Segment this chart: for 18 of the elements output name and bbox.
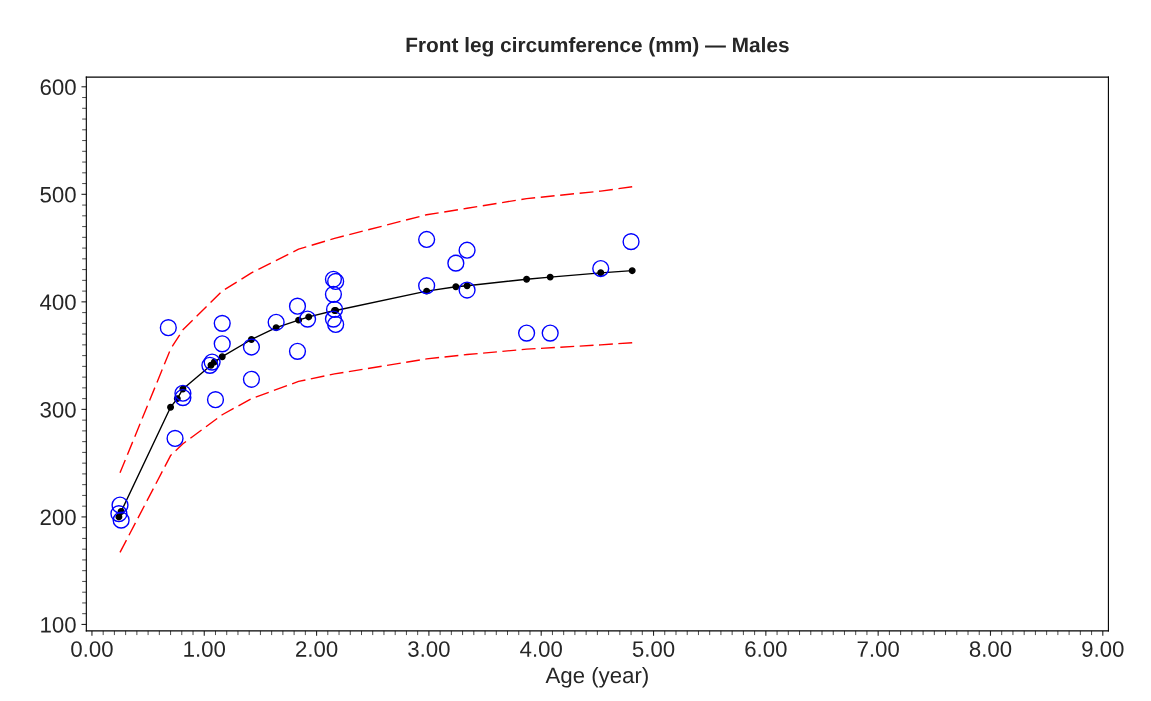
y-tick-label: 300 xyxy=(40,401,76,418)
y-tick-label: 600 xyxy=(40,79,76,96)
x-tick-label: 7.00 xyxy=(857,641,899,657)
x-tick-label: 8.00 xyxy=(969,641,1012,657)
x-tick-label: 1.00 xyxy=(184,641,226,657)
y-tick-label: 200 xyxy=(40,509,76,526)
x-tick-label: 9.00 xyxy=(1082,641,1124,657)
x-tick-label: 4.00 xyxy=(520,641,562,657)
x-tick-label: 6.00 xyxy=(745,641,787,657)
x-tick-label: 5.00 xyxy=(632,641,675,657)
x-tick-label: 0.00 xyxy=(71,641,113,657)
y-tick-label: 400 xyxy=(40,294,76,311)
x-tick-label: 2.00 xyxy=(296,641,338,657)
y-tick-label: 500 xyxy=(40,186,76,203)
y-tick-label: 100 xyxy=(41,616,76,633)
x-tick-label: 3.00 xyxy=(408,641,450,657)
chart-title: Front leg circumference (mm) — Males xyxy=(406,37,789,57)
x-axis-title: Age (year) xyxy=(545,666,648,688)
